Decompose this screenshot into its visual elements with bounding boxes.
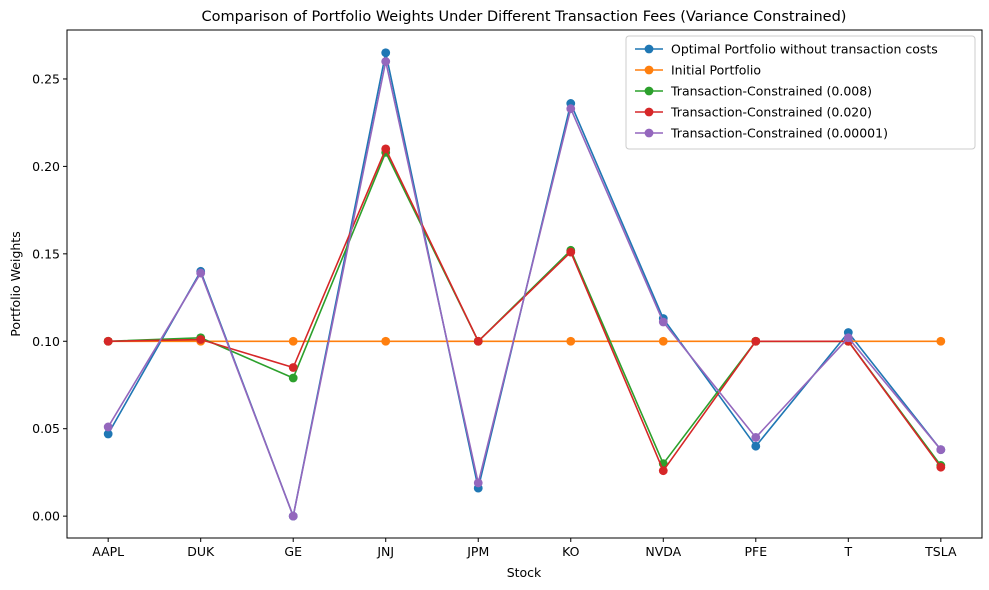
- series-line: [108, 148, 942, 472]
- y-tick-label: 0.05: [32, 421, 60, 436]
- y-axis-label: Portfolio Weights: [8, 231, 23, 336]
- data-point: [658, 466, 668, 476]
- series-line: [108, 151, 942, 466]
- x-tick-label: KO: [562, 544, 580, 559]
- data-point: [381, 336, 391, 346]
- series-line: [107, 60, 942, 517]
- data-point: [196, 335, 206, 344]
- legend-marker: [644, 86, 654, 96]
- data-point: [381, 144, 391, 154]
- plot-frame: [66, 29, 983, 539]
- data-point: [381, 48, 391, 58]
- x-axis-ticks: AAPL DUK GE JNJ JPM KO NVDA PFE T TSLA: [92, 538, 957, 559]
- data-point: [843, 333, 853, 343]
- data-point: [473, 478, 483, 488]
- y-axis-ticks: 0.00 0.05 0.10 0.15 0.20 0.25: [32, 71, 67, 524]
- y-tick-label: 0.20: [32, 159, 60, 174]
- legend-box: [625, 35, 976, 150]
- legend-item: Optimal Portfolio without transaction co…: [635, 42, 938, 57]
- data-point: [288, 373, 298, 383]
- legend-marker: [644, 65, 654, 75]
- plot-area: [103, 48, 946, 521]
- x-tick-label: T: [843, 544, 852, 559]
- legend-item: Initial Portfolio: [635, 63, 761, 78]
- data-point: [288, 511, 298, 521]
- data-point: [751, 441, 761, 451]
- data-point: [103, 429, 113, 439]
- data-point: [473, 336, 483, 346]
- data-point: [936, 462, 946, 472]
- legend-item: Transaction-Constrained (0.020): [635, 105, 872, 120]
- x-axis-label: Stock: [507, 565, 542, 580]
- data-point: [381, 57, 391, 66]
- data-point: [103, 422, 113, 432]
- legend-marker: [644, 44, 654, 54]
- data-point: [103, 336, 113, 346]
- x-tick-label: PFE: [744, 544, 767, 559]
- legend-label: Optimal Portfolio without transaction co…: [671, 42, 938, 57]
- y-tick-label: 0.25: [32, 71, 60, 86]
- y-tick-label: 0.00: [32, 509, 60, 524]
- data-point: [288, 336, 298, 346]
- data-point: [658, 336, 668, 346]
- series-5: [103, 57, 946, 521]
- legend-label: Transaction-Constrained (0.008): [670, 84, 872, 99]
- legend-item: Transaction-Constrained (0.00001): [635, 126, 888, 141]
- legend: Optimal Portfolio without transaction co…: [625, 35, 976, 150]
- x-tick-label: DUK: [187, 544, 215, 559]
- x-tick-label: JNJ: [376, 544, 394, 559]
- y-tick-label: 0.10: [32, 334, 60, 349]
- legend-label: Transaction-Constrained (0.00001): [670, 126, 888, 141]
- legend-item: Transaction-Constrained (0.008): [635, 84, 872, 99]
- data-point: [196, 268, 206, 278]
- x-tick-label: NVDA: [645, 544, 681, 559]
- legend-marker: [644, 128, 654, 138]
- x-tick-label: JPM: [466, 544, 489, 559]
- data-point: [288, 363, 298, 372]
- data-point: [658, 317, 668, 327]
- x-tick-label: TSLA: [924, 544, 957, 559]
- legend-marker: [644, 107, 654, 117]
- x-tick-label: AAPL: [92, 544, 124, 559]
- data-point: [751, 433, 761, 442]
- series-4: [103, 144, 946, 476]
- legend-label: Transaction-Constrained (0.020): [670, 105, 872, 120]
- series-3: [103, 148, 946, 470]
- legend-label: Initial Portfolio: [671, 63, 761, 78]
- data-point: [566, 247, 576, 257]
- data-point: [936, 445, 946, 455]
- data-point: [751, 336, 761, 346]
- y-tick-label: 0.15: [32, 246, 60, 261]
- x-tick-label: GE: [284, 544, 302, 559]
- data-point: [566, 104, 576, 114]
- data-point: [936, 336, 946, 346]
- chart-title: Comparison of Portfolio Weights Under Di…: [202, 9, 847, 25]
- data-point: [566, 336, 576, 346]
